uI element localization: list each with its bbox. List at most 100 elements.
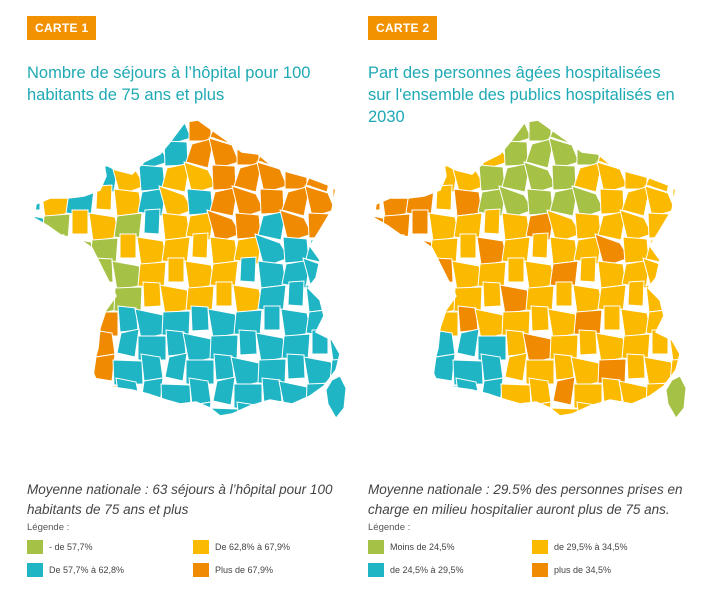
department-region xyxy=(281,137,311,169)
department-region xyxy=(46,233,66,260)
department-region xyxy=(326,143,340,172)
legend-title: Légende : xyxy=(27,522,70,533)
department-region xyxy=(430,140,458,168)
department-region xyxy=(406,426,434,428)
department-region xyxy=(185,120,215,121)
department-region xyxy=(649,401,671,416)
department-region xyxy=(404,335,436,362)
national-average-text: Moyenne nationale : 63 séjours à l’hôpit… xyxy=(27,482,333,517)
department-region xyxy=(387,160,405,187)
legend-label: De 57,7% à 62,8% xyxy=(49,565,125,575)
department-region xyxy=(405,262,435,289)
department-region xyxy=(374,257,383,285)
department-region xyxy=(306,120,334,144)
department-region xyxy=(20,426,23,428)
department-region xyxy=(643,120,677,123)
department-region xyxy=(67,353,93,383)
department-region xyxy=(409,281,431,309)
department-region xyxy=(552,426,576,428)
department-region xyxy=(236,401,260,416)
department-region xyxy=(140,377,164,406)
department-region xyxy=(309,425,331,428)
department-region xyxy=(627,280,645,307)
department-region xyxy=(626,353,646,380)
legend-item: De 62,8% à 67,9% xyxy=(193,540,290,554)
department-region xyxy=(621,407,651,416)
department-region xyxy=(381,139,411,169)
department-region xyxy=(185,137,215,169)
department-region xyxy=(374,329,385,359)
department-region xyxy=(475,407,509,416)
france-choropleth-map xyxy=(20,119,347,428)
department-region xyxy=(208,137,240,170)
department-region xyxy=(403,236,437,267)
department-region xyxy=(504,352,528,382)
department-region xyxy=(20,336,24,362)
department-region xyxy=(68,304,92,334)
department-region xyxy=(165,427,187,428)
department-region xyxy=(374,120,393,127)
department-region xyxy=(41,139,71,169)
corsica-region xyxy=(665,375,687,419)
department-region xyxy=(669,209,680,241)
legend-swatch xyxy=(532,540,548,554)
department-region xyxy=(374,383,390,412)
department-region xyxy=(161,162,191,193)
department-region xyxy=(34,120,50,148)
department-region xyxy=(427,120,461,147)
department-region xyxy=(531,232,549,259)
department-region xyxy=(646,120,674,144)
department-region xyxy=(480,353,504,382)
department-region xyxy=(63,236,97,267)
department-region xyxy=(480,377,504,406)
department-region xyxy=(44,403,68,416)
department-region xyxy=(405,120,435,145)
department-region xyxy=(374,185,381,211)
department-region xyxy=(374,140,387,169)
department-region xyxy=(137,120,167,145)
department-region xyxy=(552,376,576,406)
department-region xyxy=(34,383,50,412)
department-region xyxy=(281,185,311,217)
map-panel-2: CARTE 2 Part des personnes âgées hospita… xyxy=(356,0,712,600)
department-region xyxy=(384,403,408,416)
department-region xyxy=(378,260,414,292)
legend-swatch xyxy=(27,540,43,554)
department-region xyxy=(163,401,189,416)
department-region xyxy=(112,120,144,122)
department-region xyxy=(360,354,361,383)
department-region xyxy=(482,281,502,308)
department-region xyxy=(191,232,209,259)
legend-swatch xyxy=(368,563,384,577)
department-region xyxy=(65,164,95,193)
department-region xyxy=(188,401,212,416)
department-region xyxy=(20,264,22,288)
department-region xyxy=(381,287,411,313)
department-region xyxy=(453,138,483,169)
department-region xyxy=(555,281,573,307)
department-region xyxy=(621,137,651,169)
department-region xyxy=(382,120,410,144)
department-region xyxy=(645,284,675,313)
department-region xyxy=(62,137,98,172)
department-region xyxy=(452,120,484,122)
department-region xyxy=(374,120,390,148)
department-region xyxy=(20,138,26,172)
department-region xyxy=(577,426,599,428)
france-outline xyxy=(373,119,681,417)
department-region xyxy=(42,120,70,144)
department-region xyxy=(44,329,68,358)
department-region xyxy=(374,401,387,416)
corsica-region xyxy=(325,375,347,419)
department-region xyxy=(185,359,215,385)
legend-label: De 62,8% à 67,9% xyxy=(215,542,291,552)
department-region xyxy=(360,401,362,428)
department-region xyxy=(648,139,672,166)
department-region xyxy=(115,377,141,407)
department-region xyxy=(116,402,140,416)
department-region xyxy=(137,335,167,361)
department-region xyxy=(190,305,210,332)
department-region xyxy=(87,120,121,147)
department-region xyxy=(603,305,621,331)
department-region xyxy=(309,401,331,416)
